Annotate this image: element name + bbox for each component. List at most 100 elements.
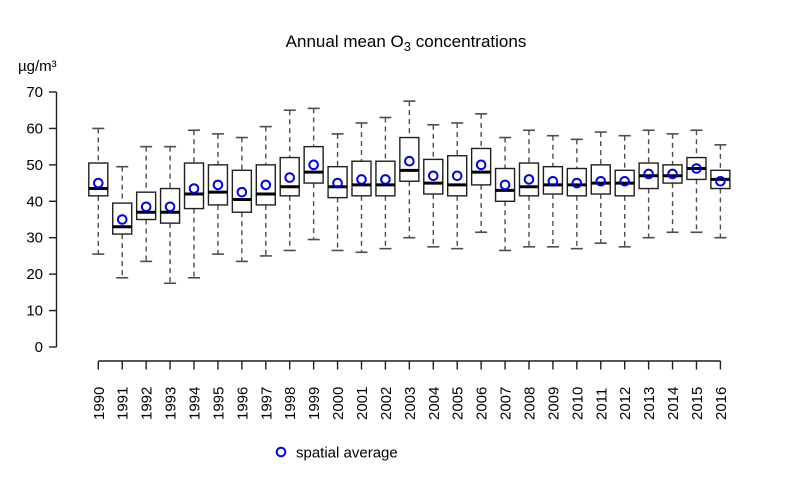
- y-tick-label-40: 40: [26, 193, 43, 210]
- iqr-box: [159, 187, 181, 224]
- iqr-box: [255, 164, 276, 206]
- boxplot-2012: [614, 134, 635, 248]
- boxplot-2001: [351, 122, 372, 254]
- iqr-box: [207, 164, 229, 206]
- x-tick-label-2015: 2015: [689, 387, 706, 420]
- boxplot-2013: [638, 129, 659, 239]
- iqr-box: [375, 160, 396, 197]
- spatial-average-marker: [260, 179, 272, 191]
- spatial-average-marker: [284, 172, 296, 183]
- x-tick-label-1999: 1999: [306, 387, 323, 420]
- spatial-average-marker: [380, 174, 391, 185]
- boxplot-2007: [494, 136, 516, 252]
- boxplot-2003: [399, 100, 420, 239]
- x-tick-label-2008: 2008: [521, 387, 538, 420]
- spatial-average-marker: [619, 175, 630, 187]
- x-tick-label-2010: 2010: [569, 387, 586, 420]
- boxplot-2006: [470, 113, 492, 234]
- x-tick-label-2013: 2013: [641, 387, 658, 420]
- spatial-average-marker: [643, 168, 654, 180]
- boxplot-1999: [303, 107, 324, 241]
- boxplot-1994: [183, 129, 205, 279]
- iqr-box: [662, 164, 683, 184]
- x-tick-label-1994: 1994: [187, 387, 204, 420]
- boxplot-1998: [279, 109, 300, 252]
- boxplot-2014: [662, 133, 683, 234]
- chart-title: Annual mean O3 concentrations: [286, 32, 527, 54]
- x-tick-label-2014: 2014: [665, 387, 682, 420]
- x-tick-label-2006: 2006: [474, 387, 491, 420]
- iqr-box: [494, 167, 516, 202]
- spatial-average-marker: [188, 183, 200, 194]
- boxplot-1993: [159, 145, 181, 285]
- x-tick-label-2002: 2002: [378, 387, 395, 420]
- boxplot-1990: [88, 127, 109, 255]
- spatial-average-marker: [236, 186, 248, 198]
- y-axis: 0 10 20 30 40 50 60 70: [26, 84, 58, 356]
- spatial-average-marker: [667, 168, 678, 180]
- y-tick-label-50: 50: [26, 157, 43, 174]
- x-tick-label-1996: 1996: [234, 387, 251, 420]
- boxplot-2009: [542, 134, 564, 248]
- spatial-average-marker: [140, 201, 152, 213]
- iqr-box: [279, 156, 300, 197]
- boxplot-1997: [255, 125, 276, 257]
- spatial-average-marker: [356, 174, 367, 185]
- x-tick-label-2009: 2009: [545, 387, 562, 420]
- x-tick-label-1992: 1992: [139, 387, 156, 420]
- boxplot-series: [88, 100, 731, 285]
- boxplot-2004: [423, 123, 444, 248]
- spatial-average-marker: [571, 177, 583, 189]
- x-tick-label-1998: 1998: [282, 387, 299, 420]
- iqr-box: [542, 165, 564, 195]
- x-tick-label-2000: 2000: [330, 387, 347, 420]
- spatial-average-marker: [547, 175, 559, 187]
- iqr-box: [470, 147, 492, 186]
- x-tick-label-2016: 2016: [713, 387, 730, 420]
- boxplot-2005: [447, 122, 468, 250]
- x-tick-label-1995: 1995: [210, 387, 227, 420]
- spatial-average-marker: [427, 170, 439, 182]
- x-axis: 1990 1991 1992 1993 1994 1995 1996 1997 1998 1999…: [91, 360, 730, 420]
- iqr-box: [423, 158, 444, 195]
- iqr-box: [303, 145, 324, 184]
- spatial-average-marker: [116, 214, 128, 225]
- y-tick-label-20: 20: [26, 266, 43, 283]
- boxplot-2000: [327, 133, 348, 252]
- spatial-average-marker: [212, 179, 224, 191]
- x-tick-label-1997: 1997: [258, 387, 275, 420]
- spatial-average-marker: [523, 174, 535, 185]
- boxplot-1996: [231, 136, 253, 263]
- x-tick-label-2012: 2012: [617, 387, 634, 420]
- iqr-box: [112, 202, 133, 235]
- x-tick-label-1991: 1991: [115, 387, 132, 420]
- boxplot-2016: [710, 144, 731, 239]
- spatial-average-marker: [499, 179, 511, 191]
- spatial-average-marker: [475, 159, 487, 171]
- x-tick-label-1993: 1993: [163, 387, 180, 420]
- x-tick-label-2001: 2001: [354, 387, 371, 420]
- boxplot-2008: [518, 129, 540, 248]
- iqr-box: [518, 162, 540, 197]
- iqr-box: [399, 136, 420, 182]
- x-tick-label-2004: 2004: [426, 387, 443, 420]
- legend-label: spatial average: [296, 445, 398, 462]
- boxplot-1991: [112, 165, 133, 279]
- y-tick-label-60: 60: [26, 120, 43, 137]
- iqr-box: [135, 191, 157, 221]
- legend-spatial-average-icon: [275, 446, 287, 458]
- x-tick-label-2011: 2011: [593, 388, 610, 420]
- y-tick-label-30: 30: [26, 230, 43, 247]
- boxplot-2002: [375, 116, 396, 250]
- spatial-average-marker: [715, 175, 726, 187]
- boxplot-2015: [686, 129, 707, 234]
- spatial-average-marker: [451, 170, 463, 182]
- iqr-box: [566, 167, 588, 197]
- iqr-box: [351, 160, 372, 197]
- iqr-box: [327, 165, 348, 199]
- y-tick-label-0: 0: [35, 339, 43, 356]
- spatial-average-marker: [691, 163, 702, 174]
- boxplot-2010: [566, 138, 588, 250]
